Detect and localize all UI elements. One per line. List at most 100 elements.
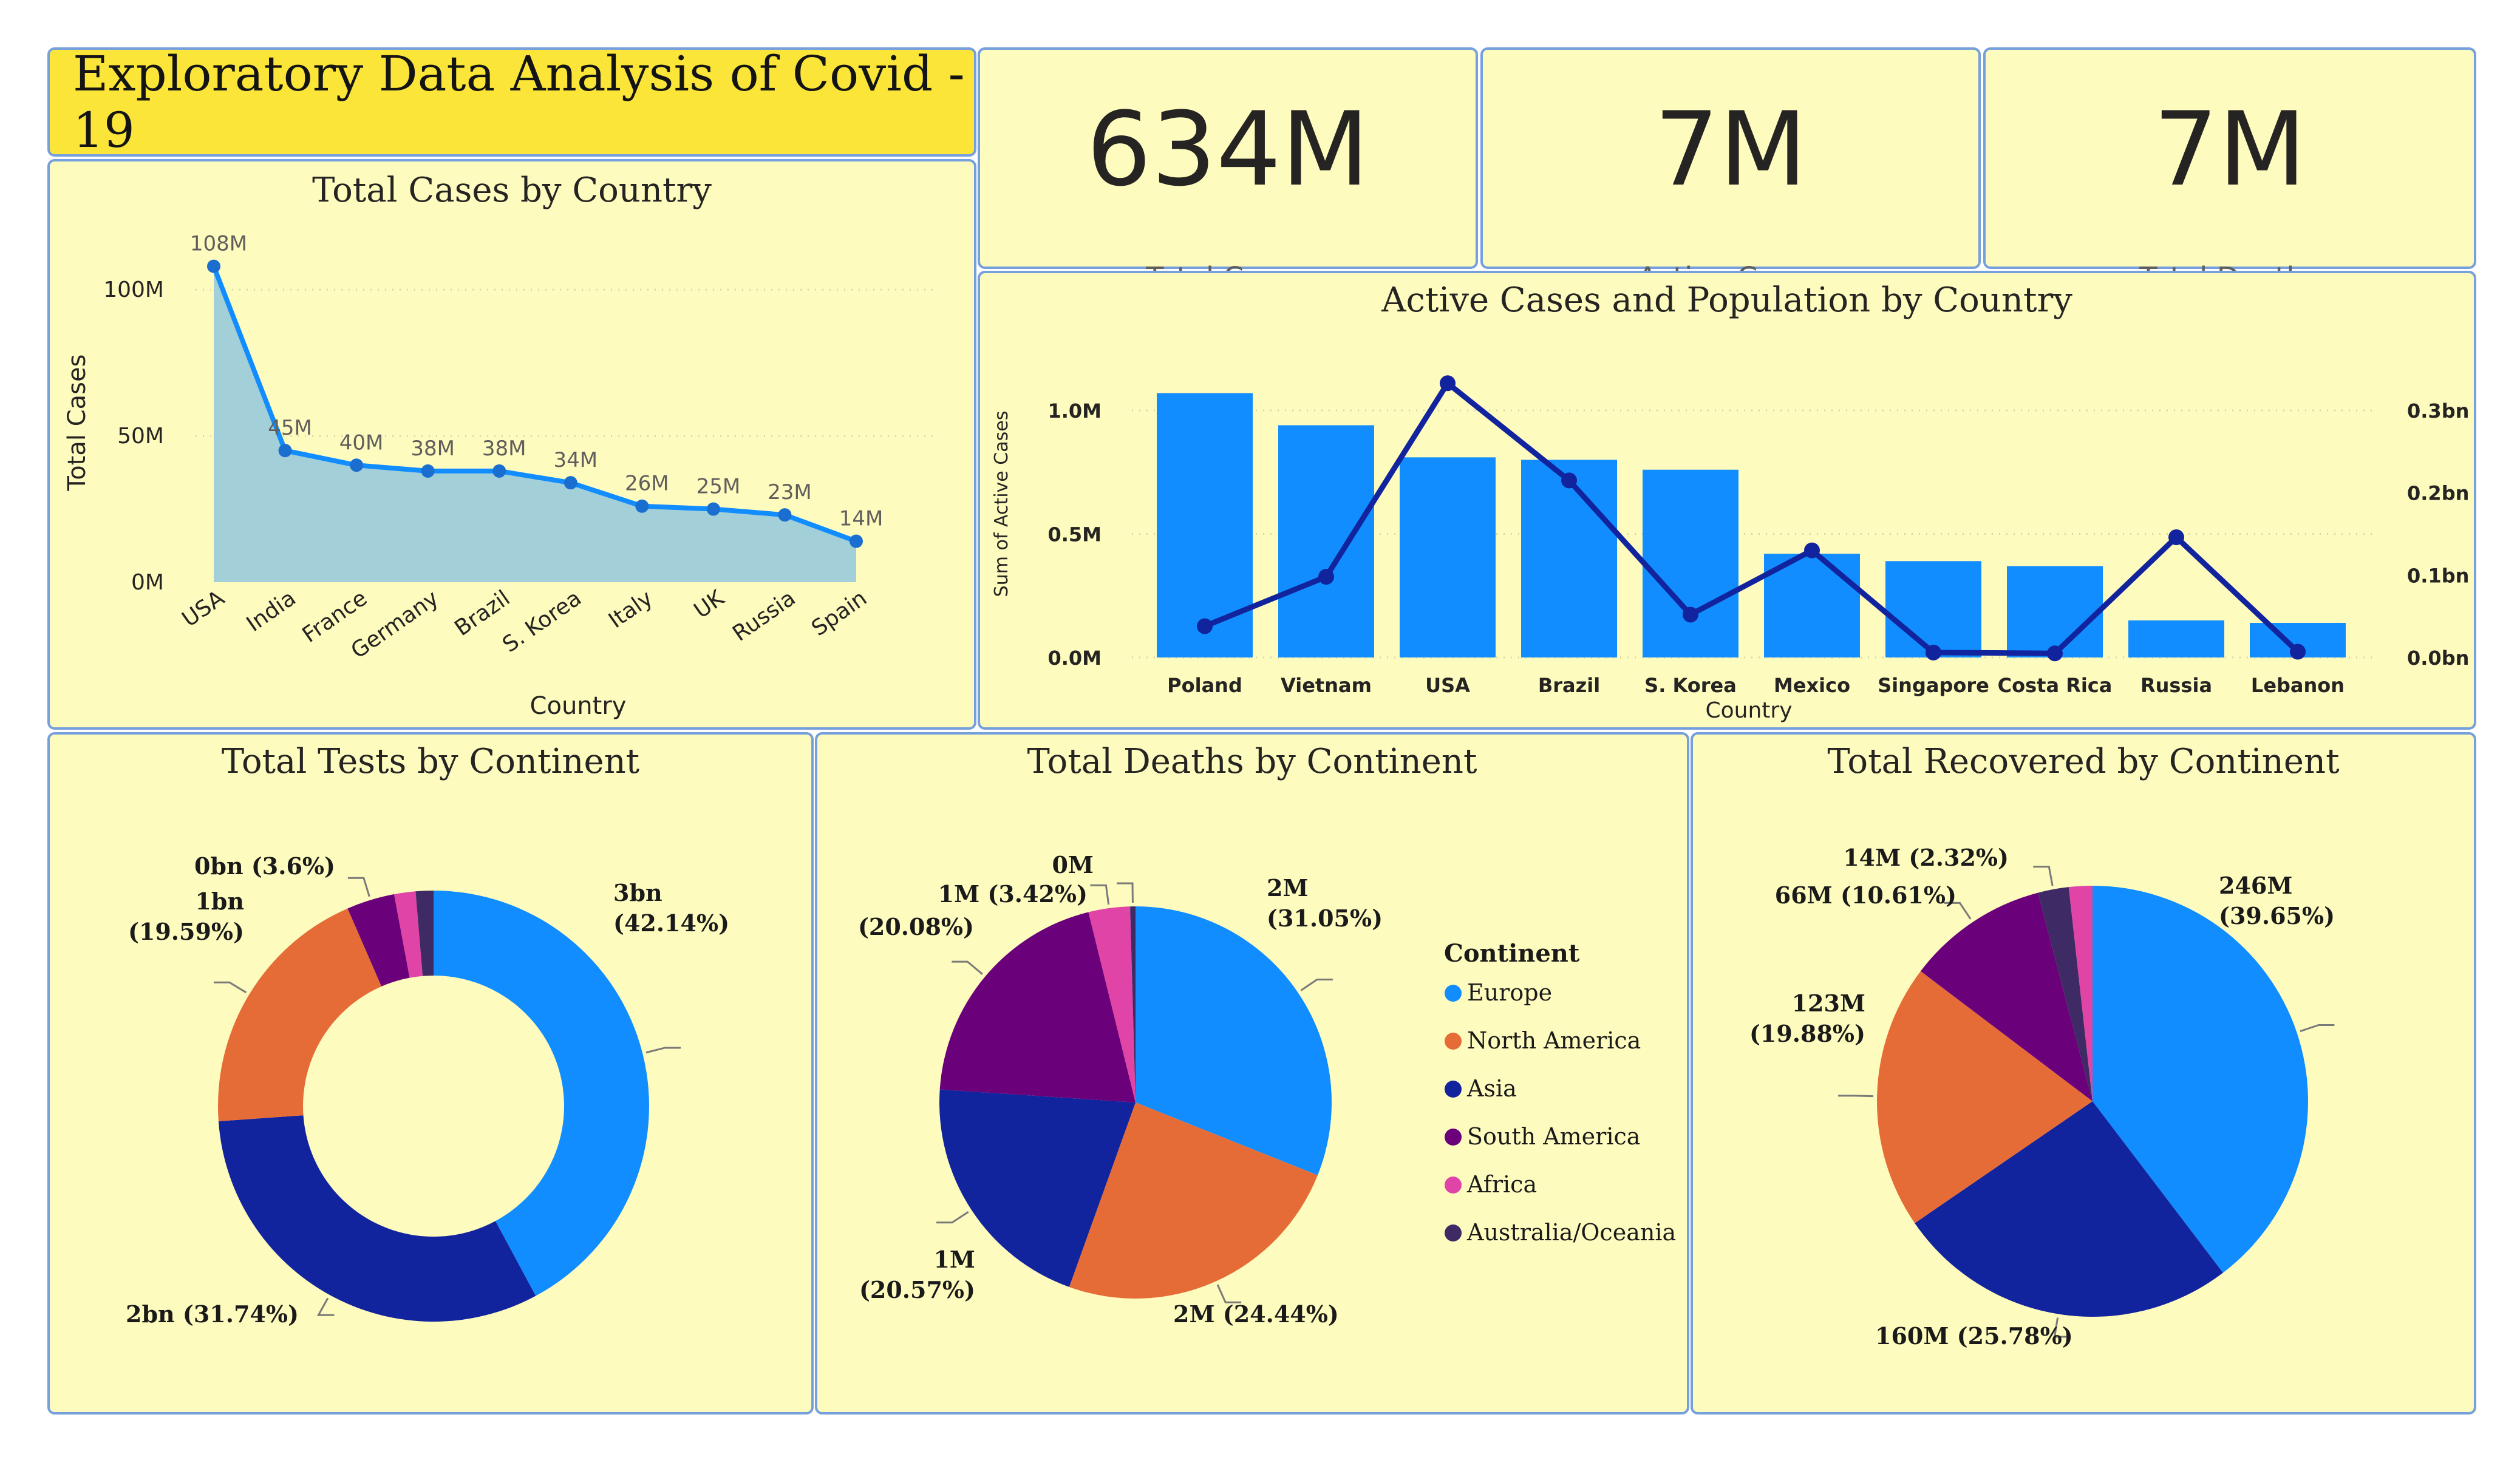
leader-line [316, 1297, 335, 1316]
bar [1764, 554, 1860, 657]
data-label: 23M [768, 480, 812, 504]
pie-data-label: (42.14%) [613, 909, 729, 937]
population-point [2168, 529, 2184, 545]
x-tick-label: USA [1425, 674, 1470, 697]
legend-item: Asia [1466, 1075, 1517, 1102]
legend-swatch [1445, 1081, 1462, 1098]
x-axis-title: Country [1705, 698, 1792, 723]
kpi-card-total-deaths[interactable]: 7M Total Deaths [1983, 47, 2476, 295]
bar [2007, 566, 2103, 657]
pie-data-label: (39.65%) [2219, 902, 2335, 929]
leader-line [2053, 1317, 2071, 1338]
deaths-chart-panel[interactable]: Total Deaths by Continent 2M (31.05%) 2M (… [815, 732, 1689, 1415]
legend-title: Continent [1444, 939, 1580, 968]
bar [1278, 425, 1374, 657]
pie-data-label: (19.59%) [128, 918, 244, 945]
y-axis-title: Total Cases [63, 355, 91, 492]
kpi-value: 7M [2153, 90, 2306, 209]
x-tick-label: Italy [604, 586, 658, 633]
chart-title: Total Recovered by Continent [1827, 742, 2340, 781]
legend-swatch [1445, 1033, 1462, 1050]
kpi-card-active-cases[interactable]: 7M Active Cases [1480, 47, 1981, 295]
active-cases-combo-chart[interactable]: 0.0M 0.5M 1.0M 0.0bn 0.1bn 0.2bn 0.3bn Poland Vi… [980, 273, 2474, 727]
bar [1400, 457, 1496, 657]
pie-data-label: 1bn [195, 888, 244, 915]
x-tick-label: USA [178, 586, 230, 633]
bar [1885, 561, 1981, 657]
legend-swatch [1445, 1129, 1462, 1146]
tests-donut-chart[interactable]: 3bn (42.14%) 2bn (31.74%) 1bn (19.59%) 0bn (3… [50, 735, 811, 1412]
legend-item: Australia/Oceania [1466, 1219, 1676, 1246]
chart-title: Total Tests by Continent [221, 742, 640, 781]
x-tick-label: S. Korea [1644, 674, 1737, 697]
bar [2128, 620, 2224, 657]
x-tick-label: Costa Rica [1998, 674, 2113, 697]
population-point [1804, 542, 1820, 559]
chart-title: Active Cases and Population by Country [1381, 280, 2072, 320]
x-tick-label: Singapore [1878, 674, 1989, 697]
leader-line [952, 960, 983, 975]
data-label: 40M [339, 430, 384, 455]
pie-slice [218, 1115, 536, 1322]
leader-line [347, 877, 370, 897]
leader-line [2033, 866, 2054, 886]
y-tick-label: 100M [103, 277, 164, 302]
bar [1157, 393, 1253, 657]
population-point [2290, 644, 2306, 660]
data-point [350, 458, 364, 472]
kpi-card-total-cases[interactable]: 634M Total Cases [978, 47, 1478, 295]
chart-title: Total Cases by Country [312, 171, 712, 210]
population-point [2047, 645, 2063, 662]
data-point [778, 508, 792, 522]
kpi-value: 7M [1654, 90, 1807, 209]
x-tick-label: Lebanon [2251, 674, 2345, 697]
tests-chart-panel[interactable]: Total Tests by Continent 3bn (42.14%) 2bn … [47, 732, 814, 1415]
population-point [1683, 606, 1698, 623]
bar [1643, 469, 1738, 657]
deaths-pie-chart[interactable]: 2M (31.05%) 2M (24.44%) 1M (20.57%) (20.08%) 1… [817, 735, 1687, 1412]
x-tick-label: Spain [807, 586, 871, 641]
data-label: 38M [482, 436, 526, 461]
legend-swatch [1445, 1224, 1462, 1241]
y-tick-label: 50M [117, 424, 164, 449]
pie-data-label: 160M (25.78%) [1875, 1322, 2073, 1350]
data-label: 26M [625, 472, 669, 496]
leader-line [2300, 1024, 2335, 1033]
data-point [564, 476, 577, 490]
pie-data-label: 1M [933, 1246, 975, 1273]
recovered-chart-panel[interactable]: Total Recovered by Continent 246M (39.65%… [1691, 732, 2476, 1415]
x-tick-label: Poland [1167, 674, 1242, 697]
total-cases-chart-panel[interactable]: Total Cases by Country 0M 50M 100M 108M USA 4… [47, 159, 976, 730]
pie-data-label: (20.08%) [858, 913, 974, 940]
data-point [278, 444, 292, 458]
pie-slice [1130, 906, 1136, 1102]
data-label: 34M [553, 448, 598, 472]
active-cases-chart-panel[interactable]: Active Cases and Population by Country 0… [978, 271, 2476, 730]
pie-data-label: 0bn (3.6%) [194, 852, 335, 880]
recovered-pie-chart[interactable]: 246M (39.65%) 160M (25.78%) 123M (19.88%) 66M… [1693, 735, 2474, 1412]
data-label: 25M [696, 475, 741, 499]
legend-item: Europe [1467, 979, 1552, 1006]
leader-line [213, 981, 247, 994]
pie-slice [2037, 887, 2093, 1101]
data-point [635, 499, 649, 513]
pie-data-label: 123M [1792, 990, 1865, 1017]
y2-tick-label: 0.0bn [2407, 647, 2469, 670]
pie-data-label: 246M [2219, 872, 2292, 899]
x-tick-label: Mexico [1774, 674, 1850, 697]
pie-slice [2093, 886, 2308, 1273]
pie-slice [434, 891, 649, 1296]
y2-tick-label: 0.1bn [2407, 564, 2469, 587]
kpi-value: 634M [1086, 90, 1369, 209]
y-tick-label: 0.5M [1047, 523, 1102, 546]
total-cases-area-chart[interactable]: 0M50M100M108MUSA45MIndia40MFrance38MGerm… [50, 161, 974, 727]
legend-swatch [1445, 1177, 1462, 1194]
leader-line [1300, 979, 1333, 991]
data-point [207, 259, 220, 273]
data-point [850, 534, 863, 548]
leader-line [645, 1047, 681, 1054]
data-label: 108M [190, 232, 247, 256]
pie-data-label: 66M (10.61%) [1775, 881, 1956, 909]
population-line [1204, 380, 2300, 656]
leader-line [1944, 902, 1972, 920]
